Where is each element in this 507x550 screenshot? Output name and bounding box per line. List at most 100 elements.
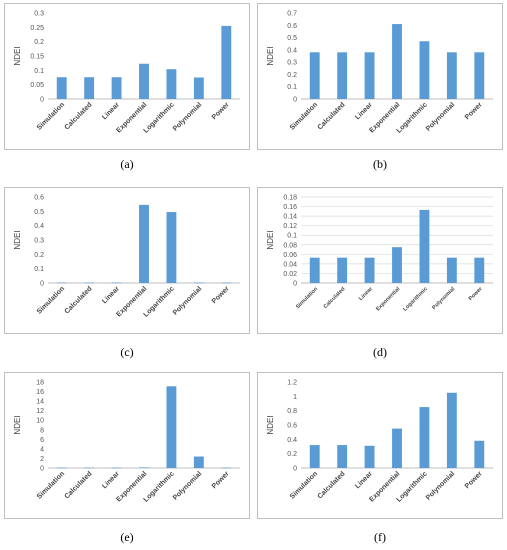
y-tick-label: 0.1 xyxy=(34,266,44,273)
y-tick-label: 12 xyxy=(36,408,44,415)
y-tick-label: 0 xyxy=(40,97,44,104)
bar-calculated xyxy=(84,282,95,284)
bar-polynomial xyxy=(193,282,204,284)
bar-simulation xyxy=(309,52,320,99)
bar-linear xyxy=(111,282,122,284)
y-tick-label: 0.7 xyxy=(287,11,297,18)
bar-linear xyxy=(111,77,122,99)
y-tick-label: 0.8 xyxy=(287,408,297,415)
y-tick-label: 8 xyxy=(40,427,44,434)
chart-frame xyxy=(4,3,250,150)
bar-calculated xyxy=(337,52,348,99)
bar-logarithmic xyxy=(419,209,430,283)
y-axis-label: NDEI xyxy=(266,46,275,65)
bar-calculated xyxy=(337,445,348,468)
y-tick-label: 10 xyxy=(36,418,44,425)
bar-power xyxy=(474,257,485,283)
y-tick-label: 0.5 xyxy=(34,209,44,216)
y-tick-label: 0.25 xyxy=(30,25,44,32)
y-tick-label: 1.2 xyxy=(287,380,297,387)
y-tick-label: 0.6 xyxy=(287,423,297,430)
bar-linear xyxy=(364,52,375,99)
bar-simulation xyxy=(56,282,67,284)
chart-frame xyxy=(257,3,503,150)
bar-simulation xyxy=(309,445,320,468)
caption-f: (f) xyxy=(374,530,386,544)
caption-a: (a) xyxy=(120,157,134,171)
bar-power xyxy=(221,282,232,284)
y-tick-label: 0.15 xyxy=(30,54,44,61)
y-tick-label: 0.3 xyxy=(34,11,44,18)
chart-f-svg: 00.20.40.60.811.2NDEISimulationCalculate… xyxy=(257,372,503,519)
y-tick-label: 0.6 xyxy=(34,195,44,202)
chart-panel-a: 0 0.05 0.1 0.15 0.2 0.25 0.3 NDEI Simulation Calc… xyxy=(4,3,250,150)
y-tick-label: 2 xyxy=(40,456,44,463)
chart-b-svg: 00.10.20.30.40.50.60.7NDEISimulationCalc… xyxy=(257,3,503,150)
bar-exponential xyxy=(392,24,402,99)
y-axis-label: NDEI xyxy=(13,46,22,65)
y-tick-label: 6 xyxy=(40,437,44,444)
caption-c: (c) xyxy=(120,345,134,359)
y-tick-label: 0 xyxy=(293,466,297,473)
chart-a-svg: 00.050.10.150.20.250.3NDEISimulationCalc… xyxy=(4,3,250,150)
y-tick-label: 0.18 xyxy=(283,195,297,202)
bar-power xyxy=(221,467,232,469)
y-tick-label: 0.4 xyxy=(287,47,297,54)
y-tick-label: 0.1 xyxy=(287,233,297,240)
bar-simulation xyxy=(309,257,320,283)
y-axis-label: NDEI xyxy=(13,415,22,434)
caption-d: (d) xyxy=(373,345,387,359)
y-tick-label: 1 xyxy=(293,394,297,401)
chart-panel-b: 0 0.1 0.2 0.3 0.4 0.5 0.6 0.7 NDEI Simulation Calc… xyxy=(257,3,503,150)
bar-calculated xyxy=(84,77,95,99)
bar-polynomial xyxy=(446,52,457,99)
bar-power xyxy=(474,440,485,468)
y-tick-label: 0.2 xyxy=(34,252,44,259)
y-tick-label: 0.02 xyxy=(283,271,297,278)
y-tick-label: 0.04 xyxy=(283,261,297,268)
bar-simulation xyxy=(56,77,67,99)
y-tick-label: 0.1 xyxy=(287,84,297,91)
y-axis-label: NDEI xyxy=(266,230,275,249)
bar-power xyxy=(221,25,232,99)
y-tick-label: 0.08 xyxy=(283,242,297,249)
y-tick-label: 0.4 xyxy=(34,223,44,230)
y-tick-label: 0.1 xyxy=(34,68,44,75)
bar-logarithmic xyxy=(166,386,177,468)
y-tick-label: 0.4 xyxy=(287,437,297,444)
bar-logarithmic xyxy=(166,69,177,99)
bar-logarithmic xyxy=(166,212,177,283)
chart-frame xyxy=(4,187,250,334)
caption-b: (b) xyxy=(373,157,387,171)
y-tick-label: 0 xyxy=(40,281,44,288)
y-tick-label: 0.05 xyxy=(30,82,44,89)
y-tick-label: 18 xyxy=(36,380,44,387)
chart-panel-d: 0 0.02 0.04 0.06 0.08 0.1 0.12 0.14 0.16 0.18 NDEI… xyxy=(257,187,503,334)
y-tick-label: 0.2 xyxy=(34,39,44,46)
bar-polynomial xyxy=(193,77,204,99)
bar-linear xyxy=(364,445,375,468)
bar-logarithmic xyxy=(419,407,430,468)
bar-polynomial xyxy=(193,456,204,468)
bar-exponential xyxy=(392,428,402,468)
y-tick-label: 0.06 xyxy=(283,252,297,259)
y-tick-label: 0.2 xyxy=(287,72,297,79)
bar-exponential xyxy=(139,467,149,469)
y-tick-label: 4 xyxy=(40,446,44,453)
y-tick-label: 0.3 xyxy=(34,238,44,245)
y-tick-label: 14 xyxy=(36,399,44,406)
bar-exponential xyxy=(139,63,149,99)
y-tick-label: 0.3 xyxy=(287,60,297,67)
y-tick-label: 0 xyxy=(40,466,44,473)
chart-panel-e: 0 2 4 6 8 10 12 14 16 18 NDEI Simulation Calculated L… xyxy=(4,372,250,519)
chart-frame xyxy=(257,372,503,519)
y-tick-label: 0.5 xyxy=(287,35,297,42)
bar-polynomial xyxy=(446,257,457,283)
bar-linear xyxy=(111,467,122,469)
bar-calculated xyxy=(84,467,95,469)
bar-power xyxy=(474,52,485,99)
bar-polynomial xyxy=(446,392,457,468)
bar-simulation xyxy=(56,467,67,469)
y-axis-label: NDEI xyxy=(13,230,22,249)
